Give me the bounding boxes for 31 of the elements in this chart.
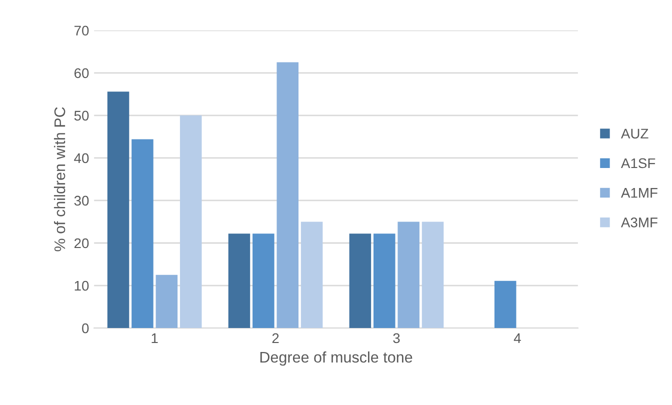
bar (349, 234, 372, 328)
x-tick-label: 4 (514, 333, 521, 343)
legend-label: A1SF (620, 158, 656, 168)
legend-label: A3MF (620, 218, 658, 228)
y-tick-label: 40 (74, 153, 89, 164)
x-tick-label: 2 (272, 333, 279, 343)
y-tick-label: 10 (74, 280, 89, 291)
bar (494, 280, 516, 328)
x-tick-label: 3 (393, 333, 400, 344)
bar (422, 222, 444, 328)
bar (374, 234, 396, 328)
x-axis-title: Degree of muscle tone (260, 351, 412, 366)
bar (107, 92, 130, 328)
y-tick-label: 0 (82, 323, 89, 334)
bar (180, 115, 202, 328)
y-tick-label: 20 (74, 238, 89, 248)
legend-label: A1MF (620, 188, 658, 198)
bar (300, 222, 323, 328)
bar (252, 234, 274, 328)
y-tick-label: 60 (74, 68, 89, 78)
bar (132, 139, 154, 328)
bar (228, 234, 250, 328)
legend-label: AUZ (620, 128, 648, 139)
y-tick-label: 70 (74, 26, 89, 36)
bar (398, 222, 420, 328)
y-tick-label: 30 (74, 196, 89, 206)
x-tick-label: 1 (152, 333, 158, 343)
bar (276, 62, 298, 328)
bar (156, 274, 178, 328)
y-tick-label: 50 (74, 110, 89, 121)
y-axis-title: % of children with PC (54, 107, 66, 252)
